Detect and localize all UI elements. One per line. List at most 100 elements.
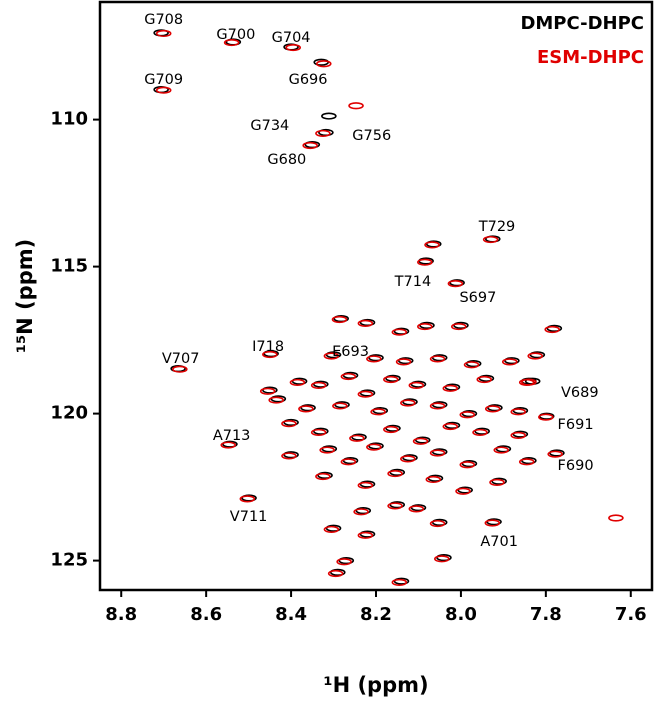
peak: [408, 381, 425, 389]
peak: [391, 328, 408, 336]
peak: [447, 280, 464, 288]
peak-label: G680: [267, 152, 306, 168]
peak: [370, 408, 386, 416]
peak: [424, 241, 440, 249]
peak: [340, 458, 357, 466]
peak-label: G696: [289, 72, 328, 88]
x-tick-label: 8.4: [275, 604, 307, 625]
peak-label: G708: [144, 12, 183, 28]
peak-label: A713: [213, 428, 251, 444]
peak: [333, 315, 349, 323]
peak-label: A701: [480, 534, 518, 550]
peak: [223, 38, 240, 47]
peak: [387, 469, 403, 478]
peak: [222, 440, 238, 448]
peak: [281, 452, 297, 460]
peak: [449, 279, 465, 287]
peak: [489, 478, 505, 486]
peak: [400, 455, 416, 463]
peak-label: V707: [162, 351, 200, 367]
y-axis-label: ¹⁵N (ppm): [13, 239, 37, 353]
peak: [357, 481, 374, 489]
legend-entry: ESM-DHPC: [537, 47, 644, 68]
peak: [476, 375, 493, 384]
peak: [442, 422, 459, 431]
peak-label: V711: [230, 509, 268, 525]
peak: [442, 384, 459, 392]
peak: [315, 472, 331, 481]
y-tick-label: 120: [50, 403, 88, 424]
plot-frame: [98, 0, 654, 592]
peak: [353, 508, 369, 516]
peak: [387, 502, 403, 510]
peak: [172, 365, 188, 373]
peak: [484, 405, 501, 413]
peak: [429, 402, 446, 410]
peak: [429, 519, 446, 528]
x-tick-label: 7.8: [530, 604, 562, 625]
peak: [366, 443, 382, 451]
peak: [155, 29, 172, 38]
peak: [357, 319, 374, 327]
peak: [321, 112, 337, 120]
peak: [241, 494, 257, 502]
x-tick-label: 8.0: [445, 604, 477, 625]
peak: [501, 358, 518, 366]
x-tick-label: 7.6: [615, 604, 647, 625]
peak: [608, 514, 624, 522]
peak-label: V689: [561, 385, 599, 401]
peak-label: G734: [250, 118, 289, 134]
peak: [357, 390, 374, 398]
peak: [518, 378, 535, 387]
peak: [547, 450, 563, 458]
peak-label: E693: [332, 344, 369, 360]
peak-label: T714: [394, 274, 432, 290]
peak: [366, 355, 382, 363]
peak: [527, 352, 544, 360]
peak: [332, 402, 348, 410]
peak: [340, 372, 357, 381]
peak: [472, 428, 488, 437]
y-tick-label: 110: [50, 109, 88, 130]
peak: [510, 431, 527, 439]
peak: [383, 375, 399, 384]
peak: [459, 411, 476, 419]
peak: [239, 495, 256, 503]
x-tick-label: 8.2: [360, 604, 392, 625]
peak: [544, 325, 561, 334]
peak: [268, 396, 285, 404]
peak: [315, 129, 331, 138]
peak: [425, 475, 442, 484]
peak: [425, 240, 442, 248]
peak: [319, 446, 335, 454]
peak: [412, 437, 429, 445]
x-tick-label: 8.6: [190, 604, 222, 625]
legend-entry: DMPC-DHPC: [520, 13, 644, 34]
peak: [259, 387, 276, 395]
peak: [482, 235, 499, 244]
peak: [220, 441, 237, 449]
peak: [493, 446, 510, 454]
peak: [484, 519, 501, 527]
peak: [323, 525, 340, 534]
peak: [538, 413, 554, 421]
peak: [459, 461, 476, 469]
peak-label: G700: [216, 27, 255, 43]
peak: [408, 505, 425, 513]
peak: [434, 555, 450, 563]
peak: [463, 361, 480, 369]
peak: [450, 322, 467, 331]
peak: [155, 86, 172, 94]
peak: [417, 258, 433, 266]
peak: [400, 399, 416, 407]
peak: [357, 531, 374, 539]
peak: [510, 408, 527, 416]
peak: [281, 419, 297, 428]
peak: [285, 43, 302, 52]
peak-label: G704: [272, 30, 311, 46]
peak: [518, 458, 535, 466]
peak: [429, 449, 446, 457]
peak: [455, 487, 471, 495]
peak: [323, 352, 340, 360]
